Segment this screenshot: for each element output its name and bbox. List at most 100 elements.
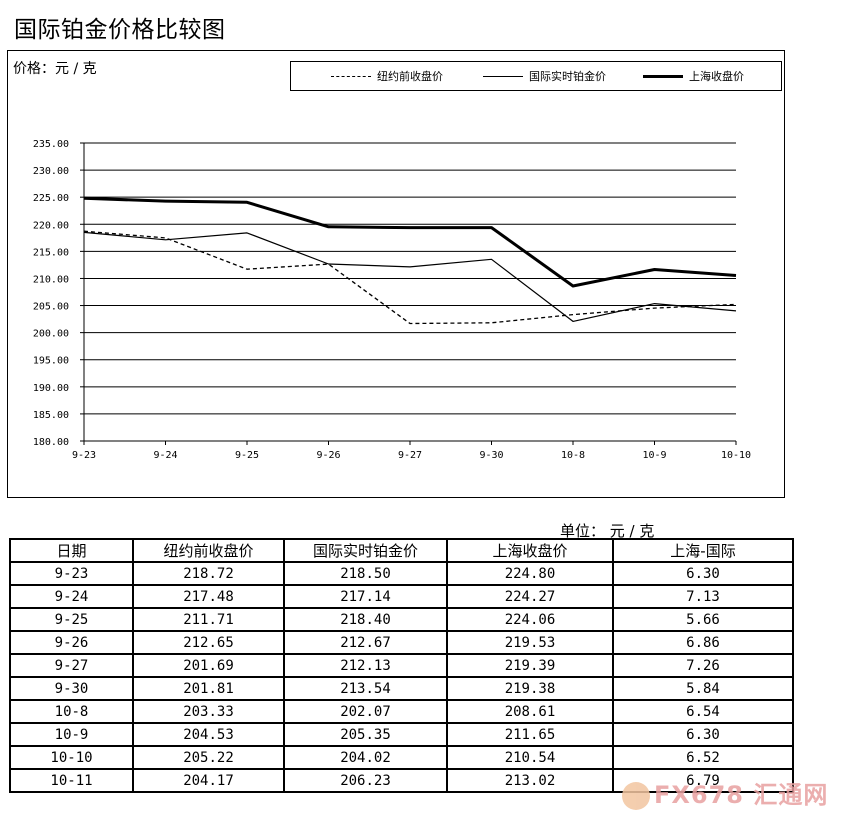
column-header: 纽约前收盘价 bbox=[132, 538, 285, 563]
table-row: 9-24 217.48 217.14 224.27 7.13 bbox=[9, 584, 794, 609]
column-header: 日期 bbox=[9, 538, 134, 563]
table-cell: 224.06 bbox=[446, 607, 614, 632]
table-cell: 6.30 bbox=[612, 561, 794, 586]
table-cell: 219.53 bbox=[446, 630, 614, 655]
table-cell: 210.54 bbox=[446, 745, 614, 770]
y-tick-label: 230.00 bbox=[33, 166, 69, 177]
table-cell: 212.67 bbox=[283, 630, 448, 655]
x-tick-label: 9-24 bbox=[153, 450, 177, 461]
series-line-thick bbox=[83, 196, 737, 288]
table-cell: 205.35 bbox=[283, 722, 448, 747]
legend-swatch-thin bbox=[483, 75, 523, 77]
table-cell: 212.13 bbox=[283, 653, 448, 678]
column-header: 上海-国际 bbox=[612, 538, 794, 563]
x-tick-label: 9-27 bbox=[398, 450, 422, 461]
table-cell: 6.54 bbox=[612, 699, 794, 724]
table-row: 10-10 205.22 204.02 210.54 6.52 bbox=[9, 745, 794, 770]
y-tick-label: 205.00 bbox=[33, 302, 69, 313]
column-header: 上海收盘价 bbox=[446, 538, 614, 563]
table-row: 9-23 218.72 218.50 224.80 6.30 bbox=[9, 561, 794, 586]
table-cell: 9-23 bbox=[9, 561, 134, 586]
legend-label: 上海收盘价 bbox=[689, 70, 744, 83]
x-tick-label: 9-30 bbox=[479, 450, 503, 461]
x-tick-label: 10-10 bbox=[721, 450, 751, 461]
table-cell: 203.33 bbox=[132, 699, 285, 724]
table-cell: 9-30 bbox=[9, 676, 134, 701]
x-tick-label: 9-26 bbox=[316, 450, 340, 461]
series-line-thin bbox=[83, 231, 737, 322]
page-title: 国际铂金价格比较图 bbox=[14, 17, 226, 43]
fx678-logo-icon bbox=[622, 782, 650, 810]
table-cell: 7.13 bbox=[612, 584, 794, 609]
table-cell: 211.71 bbox=[132, 607, 285, 632]
table-cell: 224.27 bbox=[446, 584, 614, 609]
series-line-dashed bbox=[83, 230, 737, 325]
table-row: 9-25 211.71 218.40 224.06 5.66 bbox=[9, 607, 794, 632]
y-tick-label: 225.00 bbox=[33, 193, 69, 204]
table-cell: 204.53 bbox=[132, 722, 285, 747]
y-tick-label: 200.00 bbox=[33, 329, 69, 340]
table-cell: 213.54 bbox=[283, 676, 448, 701]
table-cell: 9-26 bbox=[9, 630, 134, 655]
y-tick-label: 195.00 bbox=[33, 356, 69, 367]
legend-swatch-thick bbox=[643, 74, 683, 78]
x-tick-label: 9-25 bbox=[235, 450, 259, 461]
table-cell: 206.23 bbox=[283, 768, 448, 793]
table-header-row: 日期 纽约前收盘价 国际实时铂金价 上海收盘价 上海-国际 bbox=[9, 538, 794, 563]
table-row: 10-8 203.33 202.07 208.61 6.54 bbox=[9, 699, 794, 724]
table-cell: 10-8 bbox=[9, 699, 134, 724]
y-tick-label: 190.00 bbox=[33, 383, 69, 394]
legend-label: 纽约前收盘价 bbox=[377, 70, 443, 83]
table-cell: 9-25 bbox=[9, 607, 134, 632]
table-cell: 7.26 bbox=[612, 653, 794, 678]
table-row: 9-26 212.65 212.67 219.53 6.86 bbox=[9, 630, 794, 655]
table-cell: 218.72 bbox=[132, 561, 285, 586]
table-cell: 201.81 bbox=[132, 676, 285, 701]
table-cell: 10-10 bbox=[9, 745, 134, 770]
x-tick-label: 9-23 bbox=[72, 450, 96, 461]
line-chart: 235.00 230.00 225.00 220.00 215.00 210.00 205.… bbox=[33, 139, 751, 461]
table-cell: 218.50 bbox=[283, 561, 448, 586]
table-cell: 9-27 bbox=[9, 653, 134, 678]
table-cell: 213.02 bbox=[446, 768, 614, 793]
legend-item-ny: 纽约前收盘价 bbox=[331, 62, 443, 90]
table-cell: 217.48 bbox=[132, 584, 285, 609]
table-cell: 10-11 bbox=[9, 768, 134, 793]
legend-label: 国际实时铂金价 bbox=[529, 70, 606, 83]
y-tick-label: 235.00 bbox=[33, 139, 69, 150]
table-cell: 205.22 bbox=[132, 745, 285, 770]
table-unit-label: 单位： 元 / 克 bbox=[560, 522, 655, 540]
table-cell: 212.65 bbox=[132, 630, 285, 655]
y-tick-label: 180.00 bbox=[33, 437, 69, 448]
x-tick-label: 10-9 bbox=[642, 450, 666, 461]
table-cell: 6.52 bbox=[612, 745, 794, 770]
table-row: 10-9 204.53 205.35 211.65 6.30 bbox=[9, 722, 794, 747]
y-tick-label: 185.00 bbox=[33, 410, 69, 421]
table-cell: 6.79 bbox=[612, 768, 794, 793]
table-cell: 5.84 bbox=[612, 676, 794, 701]
table-cell: 219.38 bbox=[446, 676, 614, 701]
table-cell: 201.69 bbox=[132, 653, 285, 678]
table-cell: 218.40 bbox=[283, 607, 448, 632]
legend-item-sh: 上海收盘价 bbox=[643, 62, 744, 90]
table-cell: 9-24 bbox=[9, 584, 134, 609]
column-header: 国际实时铂金价 bbox=[283, 538, 448, 563]
y-tick-label: 215.00 bbox=[33, 247, 69, 258]
legend-item-intl: 国际实时铂金价 bbox=[483, 62, 606, 90]
watermark-text: FX678 汇通网 bbox=[654, 781, 829, 809]
table-cell: 224.80 bbox=[446, 561, 614, 586]
table-cell: 217.14 bbox=[283, 584, 448, 609]
table-cell: 208.61 bbox=[446, 699, 614, 724]
table-row: 9-30 201.81 213.54 219.38 5.84 bbox=[9, 676, 794, 701]
table-cell: 204.02 bbox=[283, 745, 448, 770]
chart-unit-label: 价格：元 / 克 bbox=[13, 61, 97, 77]
table-cell: 202.07 bbox=[283, 699, 448, 724]
table-cell: 204.17 bbox=[132, 768, 285, 793]
table-row: 9-27 201.69 212.13 219.39 7.26 bbox=[9, 653, 794, 678]
table-cell: 5.66 bbox=[612, 607, 794, 632]
table-cell: 211.65 bbox=[446, 722, 614, 747]
y-tick-label: 210.00 bbox=[33, 274, 69, 285]
table-cell: 6.86 bbox=[612, 630, 794, 655]
legend-swatch-dashed bbox=[331, 75, 371, 77]
table-cell: 10-9 bbox=[9, 722, 134, 747]
